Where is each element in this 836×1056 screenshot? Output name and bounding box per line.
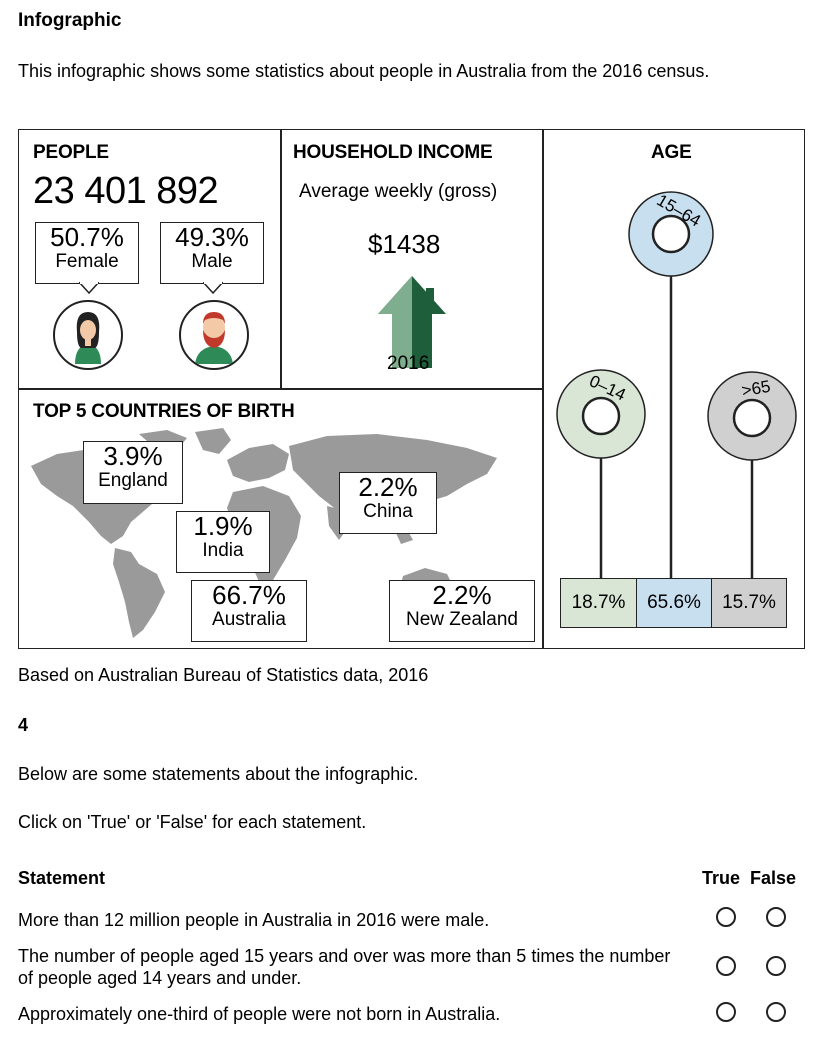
divider <box>280 130 282 390</box>
income-title: HOUSEHOLD INCOME <box>293 142 493 163</box>
age-pct-65: 15.7% <box>711 578 787 628</box>
australia-callout: 66.7% Australia <box>191 580 307 642</box>
age-pct-15-64: 65.6% <box>636 578 712 628</box>
callout-pointer <box>203 282 223 294</box>
female-avatar-icon <box>53 300 123 370</box>
col-false-header: False <box>750 868 797 888</box>
callout-pointer <box>79 282 99 294</box>
england-label: England <box>98 469 168 491</box>
china-pct: 2.2% <box>358 472 418 502</box>
india-callout: 1.9% India <box>176 511 270 573</box>
age-lollipops: 15–64 0–14 >65 <box>556 191 797 580</box>
statement-3-true-radio[interactable] <box>716 1002 736 1022</box>
income-subtitle: Average weekly (gross) <box>299 181 498 202</box>
intro-text: This infographic shows some statistics a… <box>18 61 710 81</box>
age-pct-0-14: 18.7% <box>560 578 637 628</box>
statement-text: The number of people aged 15 years and o… <box>18 946 671 988</box>
people-title: PEOPLE <box>33 142 109 163</box>
nz-label: New Zealand <box>406 608 518 630</box>
female-pct: 50.7% <box>50 222 124 252</box>
people-total: 23 401 892 <box>33 170 219 212</box>
statement-2-true-radio[interactable] <box>716 956 736 976</box>
china-label: China <box>363 500 413 522</box>
male-callout: 49.3% Male <box>160 222 264 284</box>
statement-3-false-radio[interactable] <box>766 1002 786 1022</box>
india-pct: 1.9% <box>193 511 253 541</box>
col-true-header: True <box>702 868 741 888</box>
statement-2-false-radio[interactable] <box>766 956 786 976</box>
instruction-1: Below are some statements about the info… <box>18 764 419 784</box>
male-pct: 49.3% <box>175 222 249 252</box>
income-year: 2016 <box>387 353 430 374</box>
male-label: Male <box>191 250 233 272</box>
source-note: Based on Australian Bureau of Statistics… <box>18 665 429 685</box>
england-callout: 3.9% England <box>83 441 183 504</box>
countries-title: TOP 5 COUNTRIES OF BIRTH <box>33 401 295 422</box>
nz-pct: 2.2% <box>432 580 492 610</box>
india-label: India <box>202 539 244 561</box>
col-statement-header: Statement <box>18 868 106 888</box>
nz-callout: 2.2% New Zealand <box>389 580 535 642</box>
age-title: AGE <box>651 142 692 163</box>
income-amount: $1438 <box>368 229 441 259</box>
infographic: PEOPLE 23 401 892 50.7% Female 49.3% Mal… <box>18 129 805 649</box>
england-pct: 3.9% <box>103 441 163 471</box>
page-heading: Infographic <box>18 10 122 31</box>
female-callout: 50.7% Female <box>35 222 139 284</box>
australia-pct: 66.7% <box>212 580 286 610</box>
question-number: 4 <box>18 715 29 735</box>
statement-text: More than 12 million people in Australia… <box>18 910 490 930</box>
male-avatar-icon <box>179 300 249 370</box>
statement-text: Approximately one-third of people were n… <box>18 1004 501 1024</box>
statement-1-true-radio[interactable] <box>716 907 736 927</box>
statement-1-false-radio[interactable] <box>766 907 786 927</box>
divider <box>19 388 543 390</box>
australia-label: Australia <box>212 608 286 630</box>
house-arrow-icon <box>378 276 446 368</box>
female-label: Female <box>55 250 119 272</box>
china-callout: 2.2% China <box>339 472 437 534</box>
age-label-65: >65 <box>740 377 772 401</box>
instruction-2: Click on 'True' or 'False' for each stat… <box>18 812 367 832</box>
